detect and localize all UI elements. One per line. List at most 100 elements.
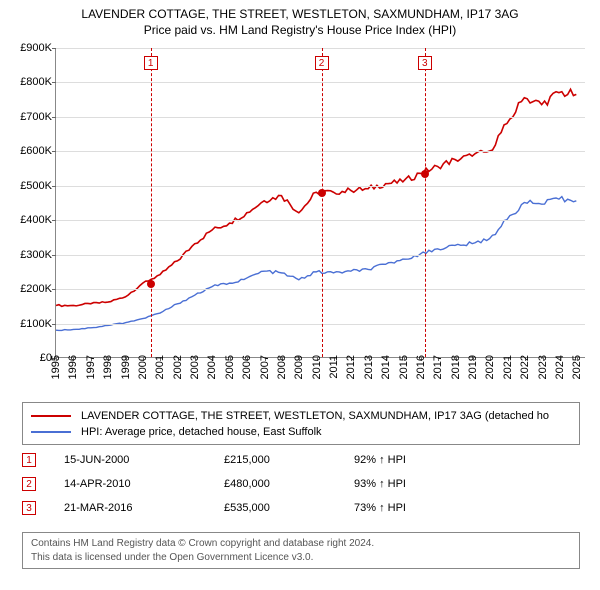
sales-row: 2 14-APR-2010 £480,000 93% ↑ HPI <box>22 472 580 496</box>
y-tick <box>52 117 56 118</box>
y-tick <box>52 255 56 256</box>
x-axis-label: 2025 <box>571 355 583 379</box>
x-axis-label: 2008 <box>276 355 288 379</box>
y-tick <box>52 82 56 83</box>
legend-swatch-property <box>31 415 71 417</box>
chart-container: LAVENDER COTTAGE, THE STREET, WESTLETON,… <box>0 0 600 590</box>
gridline-h <box>56 117 585 118</box>
gridline-h <box>56 186 585 187</box>
y-axis-label: £100K <box>8 318 52 330</box>
y-tick <box>52 324 56 325</box>
x-axis-label: 2002 <box>172 355 184 379</box>
legend-row: HPI: Average price, detached house, East… <box>31 424 571 440</box>
sales-price: £215,000 <box>224 454 354 466</box>
marker-box: 3 <box>418 56 432 70</box>
x-axis-label: 2011 <box>328 355 340 379</box>
sales-marker-3: 3 <box>22 501 36 515</box>
y-tick <box>52 48 56 49</box>
chart-area: £0£100K£200K£300K£400K£500K£600K£700K£80… <box>55 48 585 358</box>
y-axis-label: £600K <box>8 145 52 157</box>
y-axis-label: £200K <box>8 283 52 295</box>
y-axis-label: £900K <box>8 42 52 54</box>
sales-date: 21-MAR-2016 <box>64 502 224 514</box>
footer: Contains HM Land Registry data © Crown c… <box>22 532 580 569</box>
x-axis-label: 2006 <box>241 355 253 379</box>
x-axis-label: 2024 <box>554 355 566 379</box>
y-axis-label: £300K <box>8 249 52 261</box>
title-line-1: LAVENDER COTTAGE, THE STREET, WESTLETON,… <box>0 6 600 22</box>
y-axis-label: £700K <box>8 111 52 123</box>
legend-label-hpi: HPI: Average price, detached house, East… <box>81 426 322 438</box>
legend: LAVENDER COTTAGE, THE STREET, WESTLETON,… <box>22 402 580 445</box>
x-axis-label: 1995 <box>50 355 62 379</box>
x-axis-label: 2012 <box>345 355 357 379</box>
y-axis-label: £400K <box>8 214 52 226</box>
y-tick <box>52 186 56 187</box>
sales-hpi: 92% ↑ HPI <box>354 454 406 466</box>
legend-swatch-hpi <box>31 431 71 433</box>
sales-hpi: 73% ↑ HPI <box>354 502 406 514</box>
sales-date: 14-APR-2010 <box>64 478 224 490</box>
x-axis-label: 2014 <box>380 355 392 379</box>
x-axis-label: 2001 <box>154 355 166 379</box>
x-axis-label: 2021 <box>502 355 514 379</box>
y-axis-label: £800K <box>8 76 52 88</box>
x-axis-label: 2004 <box>206 355 218 379</box>
y-tick <box>52 289 56 290</box>
series-hpi <box>56 197 576 331</box>
x-axis-label: 1997 <box>85 355 97 379</box>
x-axis-label: 2010 <box>311 355 323 379</box>
marker-box: 1 <box>144 56 158 70</box>
sales-price: £535,000 <box>224 502 354 514</box>
sales-table: 1 15-JUN-2000 £215,000 92% ↑ HPI 2 14-AP… <box>22 448 580 520</box>
title-line-2: Price paid vs. HM Land Registry's House … <box>0 22 600 38</box>
title-block: LAVENDER COTTAGE, THE STREET, WESTLETON,… <box>0 0 600 38</box>
gridline-h <box>56 289 585 290</box>
x-axis-label: 2013 <box>363 355 375 379</box>
x-axis-label: 1999 <box>120 355 132 379</box>
marker-line <box>425 48 426 357</box>
sales-marker-2: 2 <box>22 477 36 491</box>
plot-region: £0£100K£200K£300K£400K£500K£600K£700K£80… <box>55 48 585 358</box>
x-axis-label: 2003 <box>189 355 201 379</box>
y-axis-label: £0 <box>8 352 52 364</box>
marker-dot <box>421 170 429 178</box>
sales-row: 1 15-JUN-2000 £215,000 92% ↑ HPI <box>22 448 580 472</box>
marker-box: 2 <box>315 56 329 70</box>
legend-label-property: LAVENDER COTTAGE, THE STREET, WESTLETON,… <box>81 410 549 422</box>
series-property <box>56 89 576 306</box>
gridline-h <box>56 255 585 256</box>
line-svg <box>56 48 585 357</box>
gridline-h <box>56 324 585 325</box>
sales-row: 3 21-MAR-2016 £535,000 73% ↑ HPI <box>22 496 580 520</box>
x-axis-label: 2005 <box>224 355 236 379</box>
x-axis-label: 2022 <box>519 355 531 379</box>
gridline-h <box>56 151 585 152</box>
x-axis-label: 2009 <box>293 355 305 379</box>
legend-row: LAVENDER COTTAGE, THE STREET, WESTLETON,… <box>31 408 571 424</box>
marker-dot <box>318 189 326 197</box>
sales-hpi: 93% ↑ HPI <box>354 478 406 490</box>
x-axis-label: 2016 <box>415 355 427 379</box>
y-axis-label: £500K <box>8 180 52 192</box>
footer-line-2: This data is licensed under the Open Gov… <box>31 551 571 565</box>
marker-dot <box>147 280 155 288</box>
gridline-h <box>56 48 585 49</box>
y-tick <box>52 151 56 152</box>
x-axis-label: 1998 <box>102 355 114 379</box>
x-axis-label: 2023 <box>537 355 549 379</box>
marker-line <box>151 48 152 357</box>
x-axis-label: 2020 <box>484 355 496 379</box>
marker-line <box>322 48 323 357</box>
sales-date: 15-JUN-2000 <box>64 454 224 466</box>
x-axis-label: 2015 <box>398 355 410 379</box>
x-axis-label: 2018 <box>450 355 462 379</box>
sales-price: £480,000 <box>224 478 354 490</box>
x-axis-label: 2019 <box>467 355 479 379</box>
gridline-h <box>56 82 585 83</box>
x-axis-label: 2017 <box>432 355 444 379</box>
x-axis-label: 2007 <box>259 355 271 379</box>
gridline-h <box>56 220 585 221</box>
sales-marker-1: 1 <box>22 453 36 467</box>
y-tick <box>52 220 56 221</box>
